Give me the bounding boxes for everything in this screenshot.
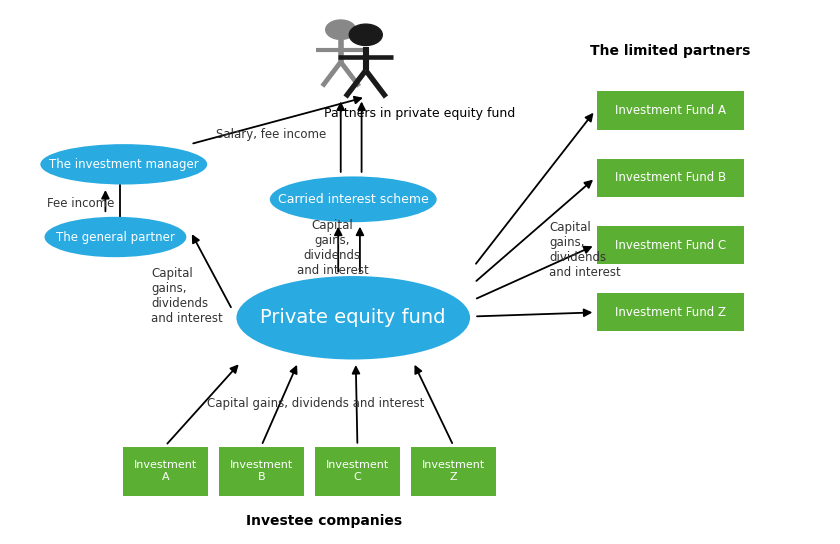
Ellipse shape: [270, 176, 437, 222]
Text: Fee income: Fee income: [47, 196, 114, 209]
Text: The limited partners: The limited partners: [591, 44, 750, 58]
Text: Carried interest scheme: Carried interest scheme: [278, 193, 428, 206]
Text: Investment
A: Investment A: [134, 460, 197, 482]
FancyBboxPatch shape: [597, 91, 743, 129]
Ellipse shape: [45, 217, 186, 257]
Text: Capital gains, dividends and interest: Capital gains, dividends and interest: [207, 398, 424, 410]
FancyBboxPatch shape: [315, 447, 400, 496]
Text: Capital
gains,
dividends
and interest: Capital gains, dividends and interest: [151, 267, 223, 325]
Ellipse shape: [40, 144, 207, 184]
Text: Partners in private equity fund: Partners in private equity fund: [324, 107, 516, 120]
Circle shape: [326, 20, 356, 39]
Text: Investment Fund C: Investment Fund C: [615, 239, 726, 251]
Text: Investment Fund A: Investment Fund A: [615, 104, 726, 117]
FancyBboxPatch shape: [412, 447, 496, 496]
Text: Investment Fund Z: Investment Fund Z: [615, 306, 726, 319]
FancyBboxPatch shape: [123, 447, 207, 496]
Text: Investment
B: Investment B: [230, 460, 293, 482]
FancyBboxPatch shape: [219, 447, 303, 496]
FancyBboxPatch shape: [597, 159, 743, 197]
Text: The investment manager: The investment manager: [49, 158, 198, 171]
Circle shape: [349, 24, 382, 46]
Text: Capital
gains,
dividends
and interest: Capital gains, dividends and interest: [297, 219, 368, 277]
Text: The general partner: The general partner: [56, 231, 175, 244]
Ellipse shape: [236, 276, 470, 360]
Text: Investee companies: Investee companies: [246, 514, 402, 528]
FancyBboxPatch shape: [597, 226, 743, 264]
FancyBboxPatch shape: [597, 293, 743, 331]
Text: Investment
C: Investment C: [326, 460, 389, 482]
Text: Capital
gains,
dividends
and interest: Capital gains, dividends and interest: [549, 221, 621, 280]
Text: Investment Fund B: Investment Fund B: [615, 171, 726, 184]
Text: Salary, fee income: Salary, fee income: [216, 128, 326, 141]
Text: Private equity fund: Private equity fund: [260, 308, 446, 327]
Text: Investment
Z: Investment Z: [422, 460, 485, 482]
